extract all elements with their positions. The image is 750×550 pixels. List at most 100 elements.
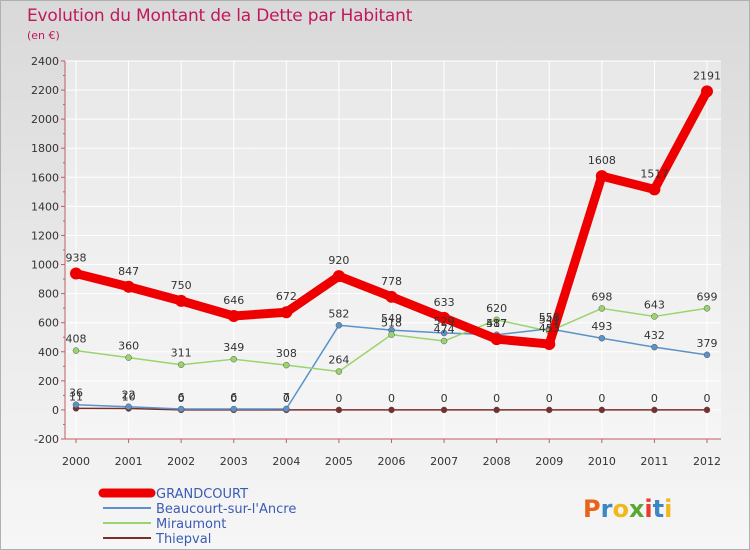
data-point [595,170,608,183]
y-tick-label: 800 [38,288,59,301]
data-point [703,351,711,359]
data-label: 408 [66,333,87,346]
y-tick-label: 0 [52,404,59,417]
data-label: 699 [697,290,718,303]
data-label: 487 [486,317,507,330]
data-point [70,267,82,280]
data-label: 349 [223,341,244,354]
data-label: 0 [388,392,395,405]
x-tick-label: 2004 [272,455,300,468]
data-point [122,280,135,293]
data-point [703,406,711,414]
logo-letter: o [612,495,629,523]
data-point [125,354,132,361]
y-tick-label: 1800 [31,142,59,155]
x-tick-label: 2003 [220,455,248,468]
data-point [175,294,188,307]
data-label: 0 [493,392,500,405]
data-point [283,361,290,369]
series-beaucourt-sur-l-ancre [72,322,711,413]
chart-title: Evolution du Montant de la Dette par Hab… [27,6,413,26]
data-point [440,337,448,345]
data-label: 633 [434,296,455,309]
x-tick-label: 2010 [588,455,616,468]
x-tick-label: 2000 [62,455,90,468]
data-label: 6 [230,391,237,404]
data-point [651,406,658,414]
data-point [227,310,240,323]
data-point [493,316,500,324]
data-label: 620 [486,302,507,315]
data-label: 0 [283,392,290,405]
data-label: 432 [644,329,665,342]
plot-area [65,61,721,439]
logo-letter: r [601,495,613,523]
logo-letter: i [644,495,652,523]
data-point [177,361,185,368]
logo-letter: P [583,495,601,523]
data-label: 493 [591,320,612,333]
data-point [490,333,503,346]
data-label: 308 [276,347,297,360]
data-label: 0 [441,392,448,405]
data-label: 698 [591,290,612,303]
data-point [701,85,713,98]
data-point [703,305,711,312]
data-point [651,343,658,351]
data-label: 1608 [588,154,616,167]
data-point [335,406,343,414]
logo-letter: i [664,495,672,523]
y-tick-label: 400 [38,346,59,359]
legend-label: Beaucourt-sur-l'Ancre [156,502,296,517]
logo-letter: x [629,495,645,523]
data-label: 6 [178,391,185,404]
data-point [177,405,185,413]
legend-item-beaucourt-sur-l-ancre: Beaucourt-sur-l'Ancre [103,502,296,517]
data-point [388,406,395,414]
x-tick-label: 2008 [483,455,511,468]
data-label: 778 [381,275,402,288]
data-point [648,183,661,196]
data-point [493,406,500,414]
data-label: 529 [434,315,455,328]
y-tick-label: 2000 [31,113,59,126]
data-label: 11 [69,390,83,403]
legend-label: Miraumont [156,517,226,532]
y-tick-label: 2200 [31,84,59,97]
data-label: 474 [434,323,455,336]
logo-letter: t [653,495,664,523]
x-tick-label: 2005 [325,455,353,468]
data-label: 517 [486,317,507,330]
x-tick-label: 2007 [430,455,458,468]
data-label: 0 [598,392,605,405]
legend-item-miraumont: Miraumont [103,517,226,532]
data-point [283,405,290,413]
y-tick-label: 200 [38,375,59,388]
data-label: 518 [381,317,402,330]
data-point [651,313,658,320]
series-grandcourt [70,85,713,351]
x-tick-label: 2012 [693,455,721,468]
data-label: 646 [223,294,244,307]
y-tick-label: 600 [38,317,59,330]
chart-subtitle: (en €) [27,29,60,42]
data-label: 1517 [640,167,668,180]
data-label: 0 [335,392,342,405]
data-label: 2191 [693,69,721,82]
data-label: 264 [328,354,349,367]
data-label: 582 [328,307,349,320]
data-label: 0 [704,392,711,405]
data-label: 847 [118,265,139,278]
data-point [230,355,237,363]
data-point [280,306,293,319]
legend-item-thiepval: Thiepval [103,532,211,547]
data-label: 558 [539,311,560,324]
x-tick-label: 2001 [115,455,143,468]
legend-item-grandcourt: GRANDCOURT [98,487,248,502]
y-tick-label: -200 [34,433,59,446]
data-label: 0 [230,392,237,405]
data-point [598,406,606,414]
data-point [440,329,448,337]
